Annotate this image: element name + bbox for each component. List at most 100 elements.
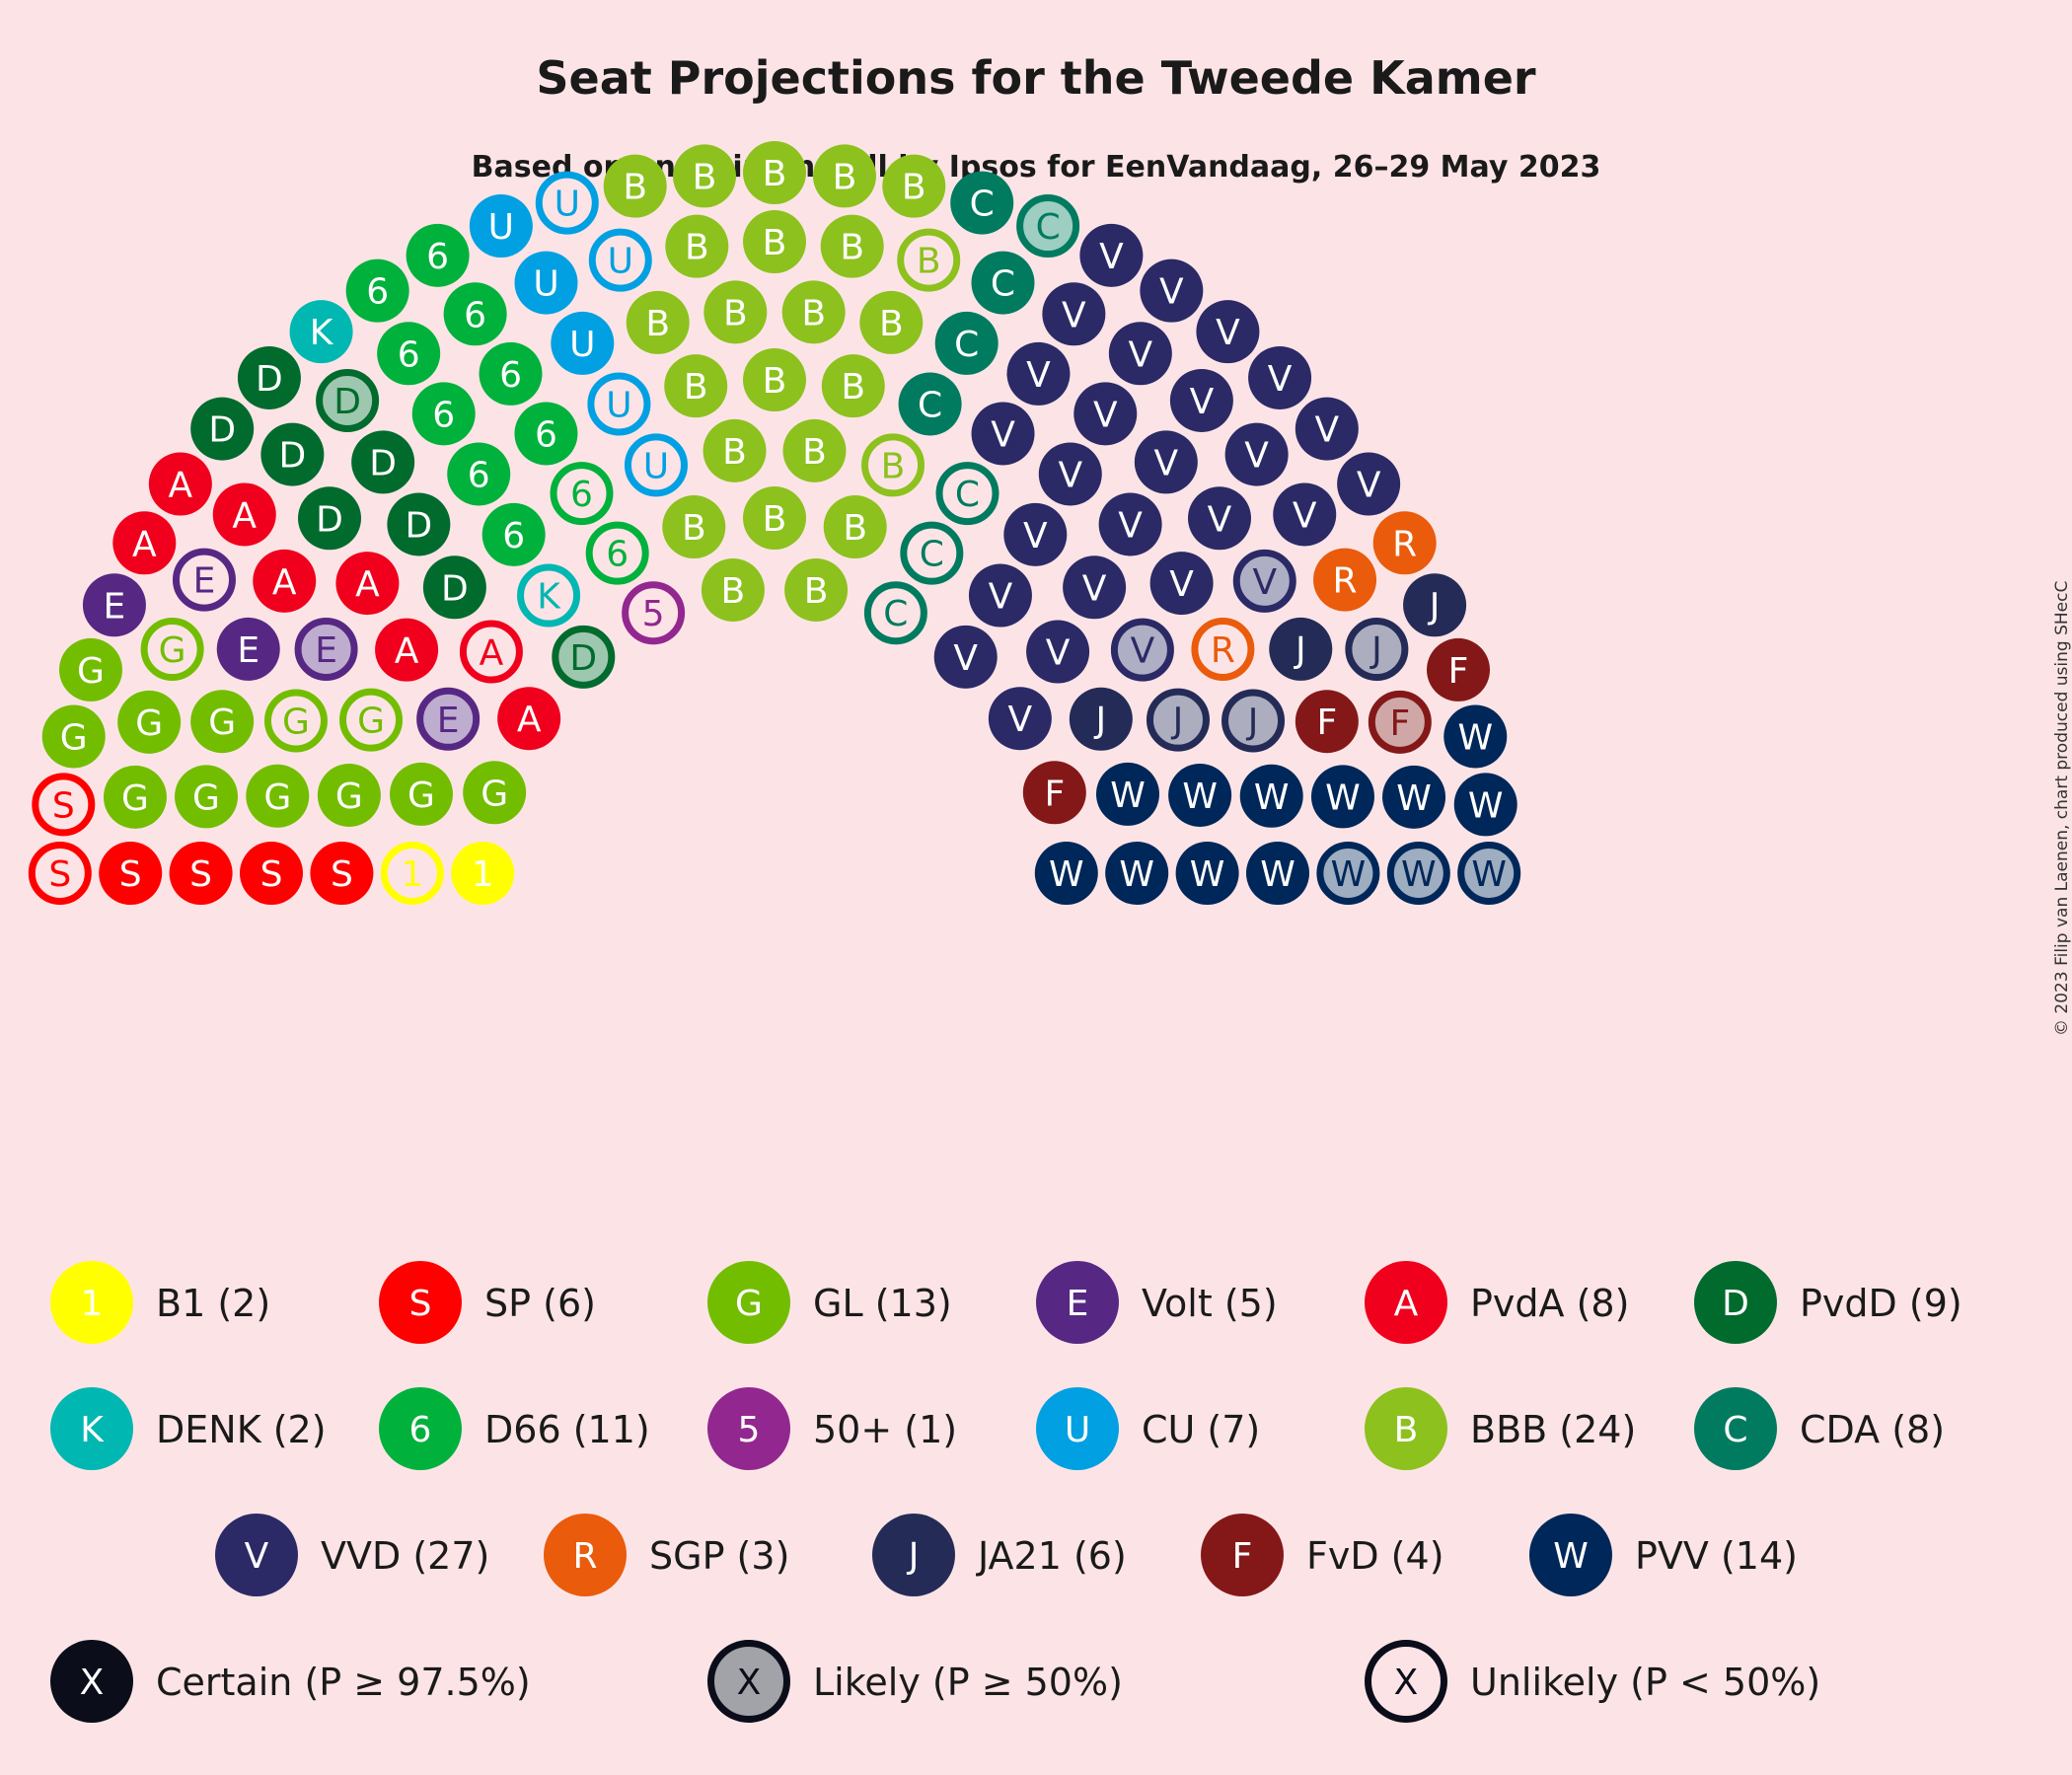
certainty-swatch: X: [1365, 1640, 1447, 1723]
seat-W: W: [1175, 842, 1239, 905]
legend-label: B1 (2): [156, 1282, 270, 1325]
seat-U: U: [588, 228, 652, 292]
seat-B: B: [784, 557, 849, 622]
seat-C: C: [971, 251, 1035, 315]
seat-A: A: [148, 452, 212, 516]
seat-letter: U: [643, 446, 669, 486]
seat-W: W: [1246, 842, 1309, 905]
legend-label: PvdA (8): [1470, 1282, 1629, 1325]
seat-letter: B: [693, 157, 717, 197]
seat-V: V: [1295, 397, 1359, 461]
seat-letter: G: [735, 1284, 763, 1324]
seat-letter: C: [883, 594, 908, 634]
seat-circle: [882, 154, 946, 218]
seat-R: R: [1191, 618, 1255, 682]
seat-A: A: [335, 552, 400, 616]
seat-circle: [1269, 617, 1333, 681]
legend-label: GL (13): [813, 1282, 952, 1325]
seat-circle: [1140, 259, 1204, 323]
seat-circle: [781, 280, 846, 344]
seat-letter: U: [1065, 1410, 1090, 1450]
seat-letter: B: [879, 304, 904, 344]
seat-circle: [1386, 842, 1450, 905]
seat-B: B: [820, 214, 884, 278]
seat-circle: [585, 521, 649, 585]
seat-circle: [743, 348, 806, 411]
party-legend: 1 B1 (2) S SP (6) G GL (13) E Volt (5) A PvdA (8)…: [50, 1261, 1962, 1596]
seat-letter: B: [763, 499, 787, 540]
seat-letter: F: [1232, 1536, 1253, 1577]
seat-circle: [1168, 763, 1232, 827]
seat-circle: [820, 214, 884, 278]
legend-item: B BBB (24): [1365, 1387, 1636, 1470]
seat-S: S: [310, 842, 374, 905]
seat-B: B: [626, 290, 690, 354]
legend-label: SGP (3): [649, 1534, 789, 1578]
seat-V: V: [1063, 555, 1127, 620]
legend-swatch: F: [1201, 1514, 1284, 1596]
legend-item: W PVV (14): [1529, 1514, 1798, 1596]
seat-letter: W: [1119, 854, 1154, 895]
seat-circle: [1246, 842, 1309, 905]
seat-circle: [351, 430, 415, 494]
seat-letter: J: [1171, 702, 1184, 742]
seat-circle: [377, 322, 441, 386]
seat-A: A: [459, 620, 523, 684]
seat-S: S: [32, 773, 96, 837]
seat-B: B: [664, 354, 728, 418]
seat-1: 1: [380, 842, 444, 905]
seat-circle: [416, 687, 481, 751]
seat-circle: [1529, 1514, 1612, 1596]
seat-letter: X: [80, 1663, 105, 1703]
seat-J: J: [1269, 617, 1333, 681]
certainty-item: X Certain (P ≥ 97.5%): [50, 1640, 531, 1723]
legend-item: 1 B1 (2): [50, 1261, 270, 1344]
seat-letter: V: [1208, 499, 1232, 540]
seat-circle: [603, 154, 667, 218]
seat-circle: [626, 290, 690, 354]
legend-swatch: S: [379, 1261, 462, 1344]
seat-5: 5: [622, 581, 686, 645]
seat-circle: [112, 511, 177, 575]
legend-item: V VVD (27): [215, 1514, 489, 1596]
seat-D: D: [316, 368, 380, 432]
seat-letter: U: [533, 264, 558, 305]
seat-circle: [379, 1261, 462, 1344]
legend-label: FvD (4): [1306, 1534, 1444, 1578]
seat-J: J: [1146, 688, 1210, 752]
seat-W: W: [1310, 765, 1374, 829]
seat-J: J: [1403, 573, 1467, 637]
seat-circle: [988, 687, 1052, 751]
seat-letter: W: [1331, 854, 1367, 895]
seat-V: V: [1006, 341, 1071, 406]
seat-V: V: [988, 687, 1052, 751]
seat-circle: [406, 223, 470, 287]
seat-letter: 6: [499, 355, 522, 396]
legend-label: D66 (11): [484, 1408, 650, 1451]
seat-B: B: [743, 486, 806, 550]
seat-S: S: [240, 842, 303, 905]
seat-V: V: [1149, 552, 1214, 616]
seat-letter: W: [1401, 854, 1437, 895]
seat-circle: [58, 637, 122, 702]
seat-A: A: [375, 618, 439, 682]
seat-circle: [1105, 842, 1169, 905]
seat-V: V: [1337, 452, 1401, 516]
seat-circle: [41, 704, 106, 769]
legend-label: CDA (8): [1800, 1408, 1945, 1451]
seat-letter: A: [355, 564, 380, 605]
seat-V: V: [1038, 442, 1102, 506]
seat-V: V: [1224, 422, 1289, 486]
seat-circle: [933, 625, 998, 689]
seat-circle: [335, 552, 400, 616]
seat-letter: U: [555, 185, 580, 225]
seat-V: V: [1079, 223, 1144, 287]
seat-G: G: [140, 618, 204, 682]
seat-V: V: [1140, 259, 1204, 323]
seat-W: W: [1453, 773, 1517, 837]
legend-swatch: V: [215, 1514, 298, 1596]
seat-letter: W: [1396, 778, 1432, 819]
seat-circle: [1248, 345, 1312, 409]
seat-circle: [1232, 549, 1296, 613]
